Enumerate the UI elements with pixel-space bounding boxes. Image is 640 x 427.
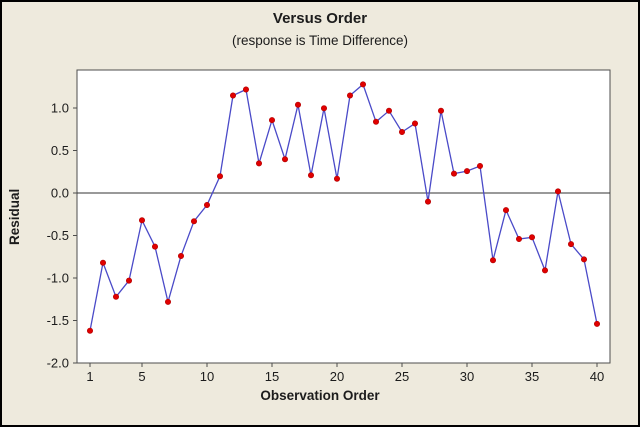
data-point bbox=[307, 172, 314, 179]
y-tick-label: 0.0 bbox=[51, 186, 69, 201]
data-point bbox=[541, 267, 548, 274]
residual-series-line bbox=[89, 83, 598, 331]
x-tick-label: 1 bbox=[86, 369, 93, 384]
data-point bbox=[528, 234, 535, 241]
x-tick-label: 10 bbox=[200, 369, 214, 384]
y-tick-label: 0.5 bbox=[51, 143, 69, 158]
data-point bbox=[230, 92, 237, 99]
data-point bbox=[502, 207, 509, 214]
data-point bbox=[113, 293, 120, 300]
x-tick-label: 30 bbox=[460, 369, 474, 384]
y-tick-label: -1.0 bbox=[47, 271, 69, 286]
data-point bbox=[567, 241, 574, 248]
data-point bbox=[255, 160, 262, 167]
data-point bbox=[100, 259, 107, 266]
data-point bbox=[320, 105, 327, 112]
data-point bbox=[87, 327, 94, 334]
data-point bbox=[294, 101, 301, 108]
data-point bbox=[243, 86, 250, 93]
data-point bbox=[580, 256, 587, 263]
data-point bbox=[424, 198, 431, 205]
data-point bbox=[204, 202, 211, 209]
data-point bbox=[359, 81, 366, 88]
data-point bbox=[281, 156, 288, 163]
x-tick-label: 40 bbox=[590, 369, 604, 384]
chart-title: Versus Order bbox=[272, 10, 368, 27]
x-tick-label: 25 bbox=[395, 369, 409, 384]
data-point bbox=[437, 107, 444, 114]
data-point bbox=[191, 218, 198, 225]
x-tick-label: 20 bbox=[330, 369, 344, 384]
y-tick-label: -2.0 bbox=[47, 356, 69, 371]
x-tick-label: 5 bbox=[138, 369, 145, 384]
chart-subtitle: (response is Time Difference) bbox=[231, 33, 409, 48]
data-point bbox=[139, 217, 146, 224]
x-tick-label: 15 bbox=[265, 369, 279, 384]
data-point bbox=[385, 107, 392, 114]
data-point bbox=[178, 253, 185, 260]
data-point bbox=[476, 163, 483, 170]
plot-area bbox=[76, 69, 611, 364]
data-point bbox=[126, 277, 133, 284]
data-point bbox=[217, 173, 224, 180]
data-point bbox=[165, 298, 172, 305]
data-point bbox=[372, 118, 379, 125]
data-point bbox=[398, 129, 405, 136]
data-point bbox=[463, 168, 470, 175]
data-point bbox=[554, 188, 561, 195]
data-point bbox=[593, 320, 600, 327]
x-axis-title: Observation Order bbox=[260, 388, 380, 403]
x-tick-label: 35 bbox=[525, 369, 539, 384]
data-point bbox=[450, 170, 457, 177]
data-point bbox=[333, 175, 340, 182]
y-tick-label: 1.0 bbox=[51, 101, 69, 116]
data-point bbox=[411, 120, 418, 127]
data-point bbox=[346, 92, 353, 99]
data-point bbox=[515, 236, 522, 243]
data-point bbox=[268, 117, 275, 124]
y-tick-label: -1.5 bbox=[47, 313, 69, 328]
y-tick-label: -0.5 bbox=[47, 228, 69, 243]
data-point bbox=[489, 257, 496, 264]
data-point bbox=[152, 243, 159, 250]
